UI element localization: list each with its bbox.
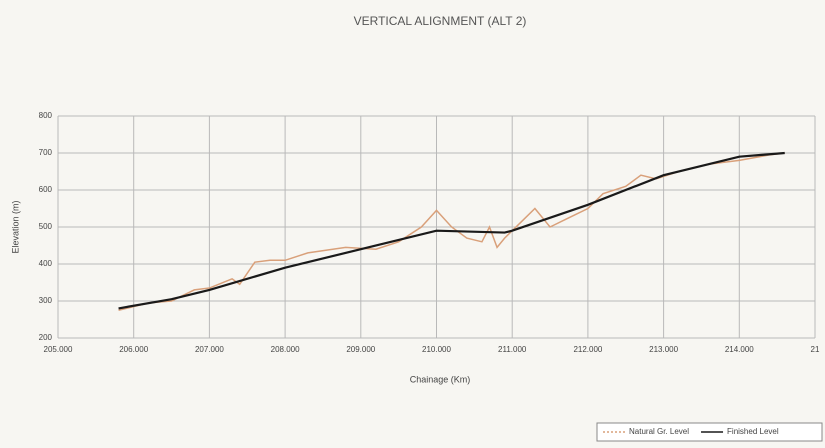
x-axis-label: Chainage (Km) [410, 374, 471, 384]
legend-label: Finished Level [727, 427, 779, 436]
x-tick-label: 209.000 [346, 345, 375, 354]
chart-title: VERTICAL ALIGNMENT (ALT 2) [354, 14, 527, 28]
x-tick-label: 21 [811, 345, 820, 354]
series-line [118, 152, 785, 311]
x-tick-label: 207.000 [195, 345, 224, 354]
legend: Natural Gr. Level Finished Level [596, 422, 823, 442]
x-tick-label: 208.000 [271, 345, 300, 354]
y-tick-label: 400 [39, 259, 53, 268]
y-tick-label: 600 [39, 185, 53, 194]
x-tick-label: 213.000 [649, 345, 678, 354]
y-tick-label: 800 [39, 111, 53, 120]
y-tick-label: 500 [39, 222, 53, 231]
series-line [118, 151, 785, 310]
legend-label: Natural Gr. Level [629, 427, 689, 436]
y-tick-label: 300 [39, 296, 53, 305]
y-tick-label: 200 [39, 333, 53, 342]
x-tick-label: 210.000 [422, 345, 451, 354]
x-tick-label: 206.000 [119, 345, 148, 354]
x-tick-label: 214.000 [725, 345, 754, 354]
y-axis-label: Elevation (m) [10, 200, 20, 253]
x-tick-label: 211.000 [498, 345, 527, 354]
x-tick-label: 212.000 [573, 345, 602, 354]
y-tick-label: 700 [39, 148, 53, 157]
x-tick-label: 205.000 [44, 345, 73, 354]
